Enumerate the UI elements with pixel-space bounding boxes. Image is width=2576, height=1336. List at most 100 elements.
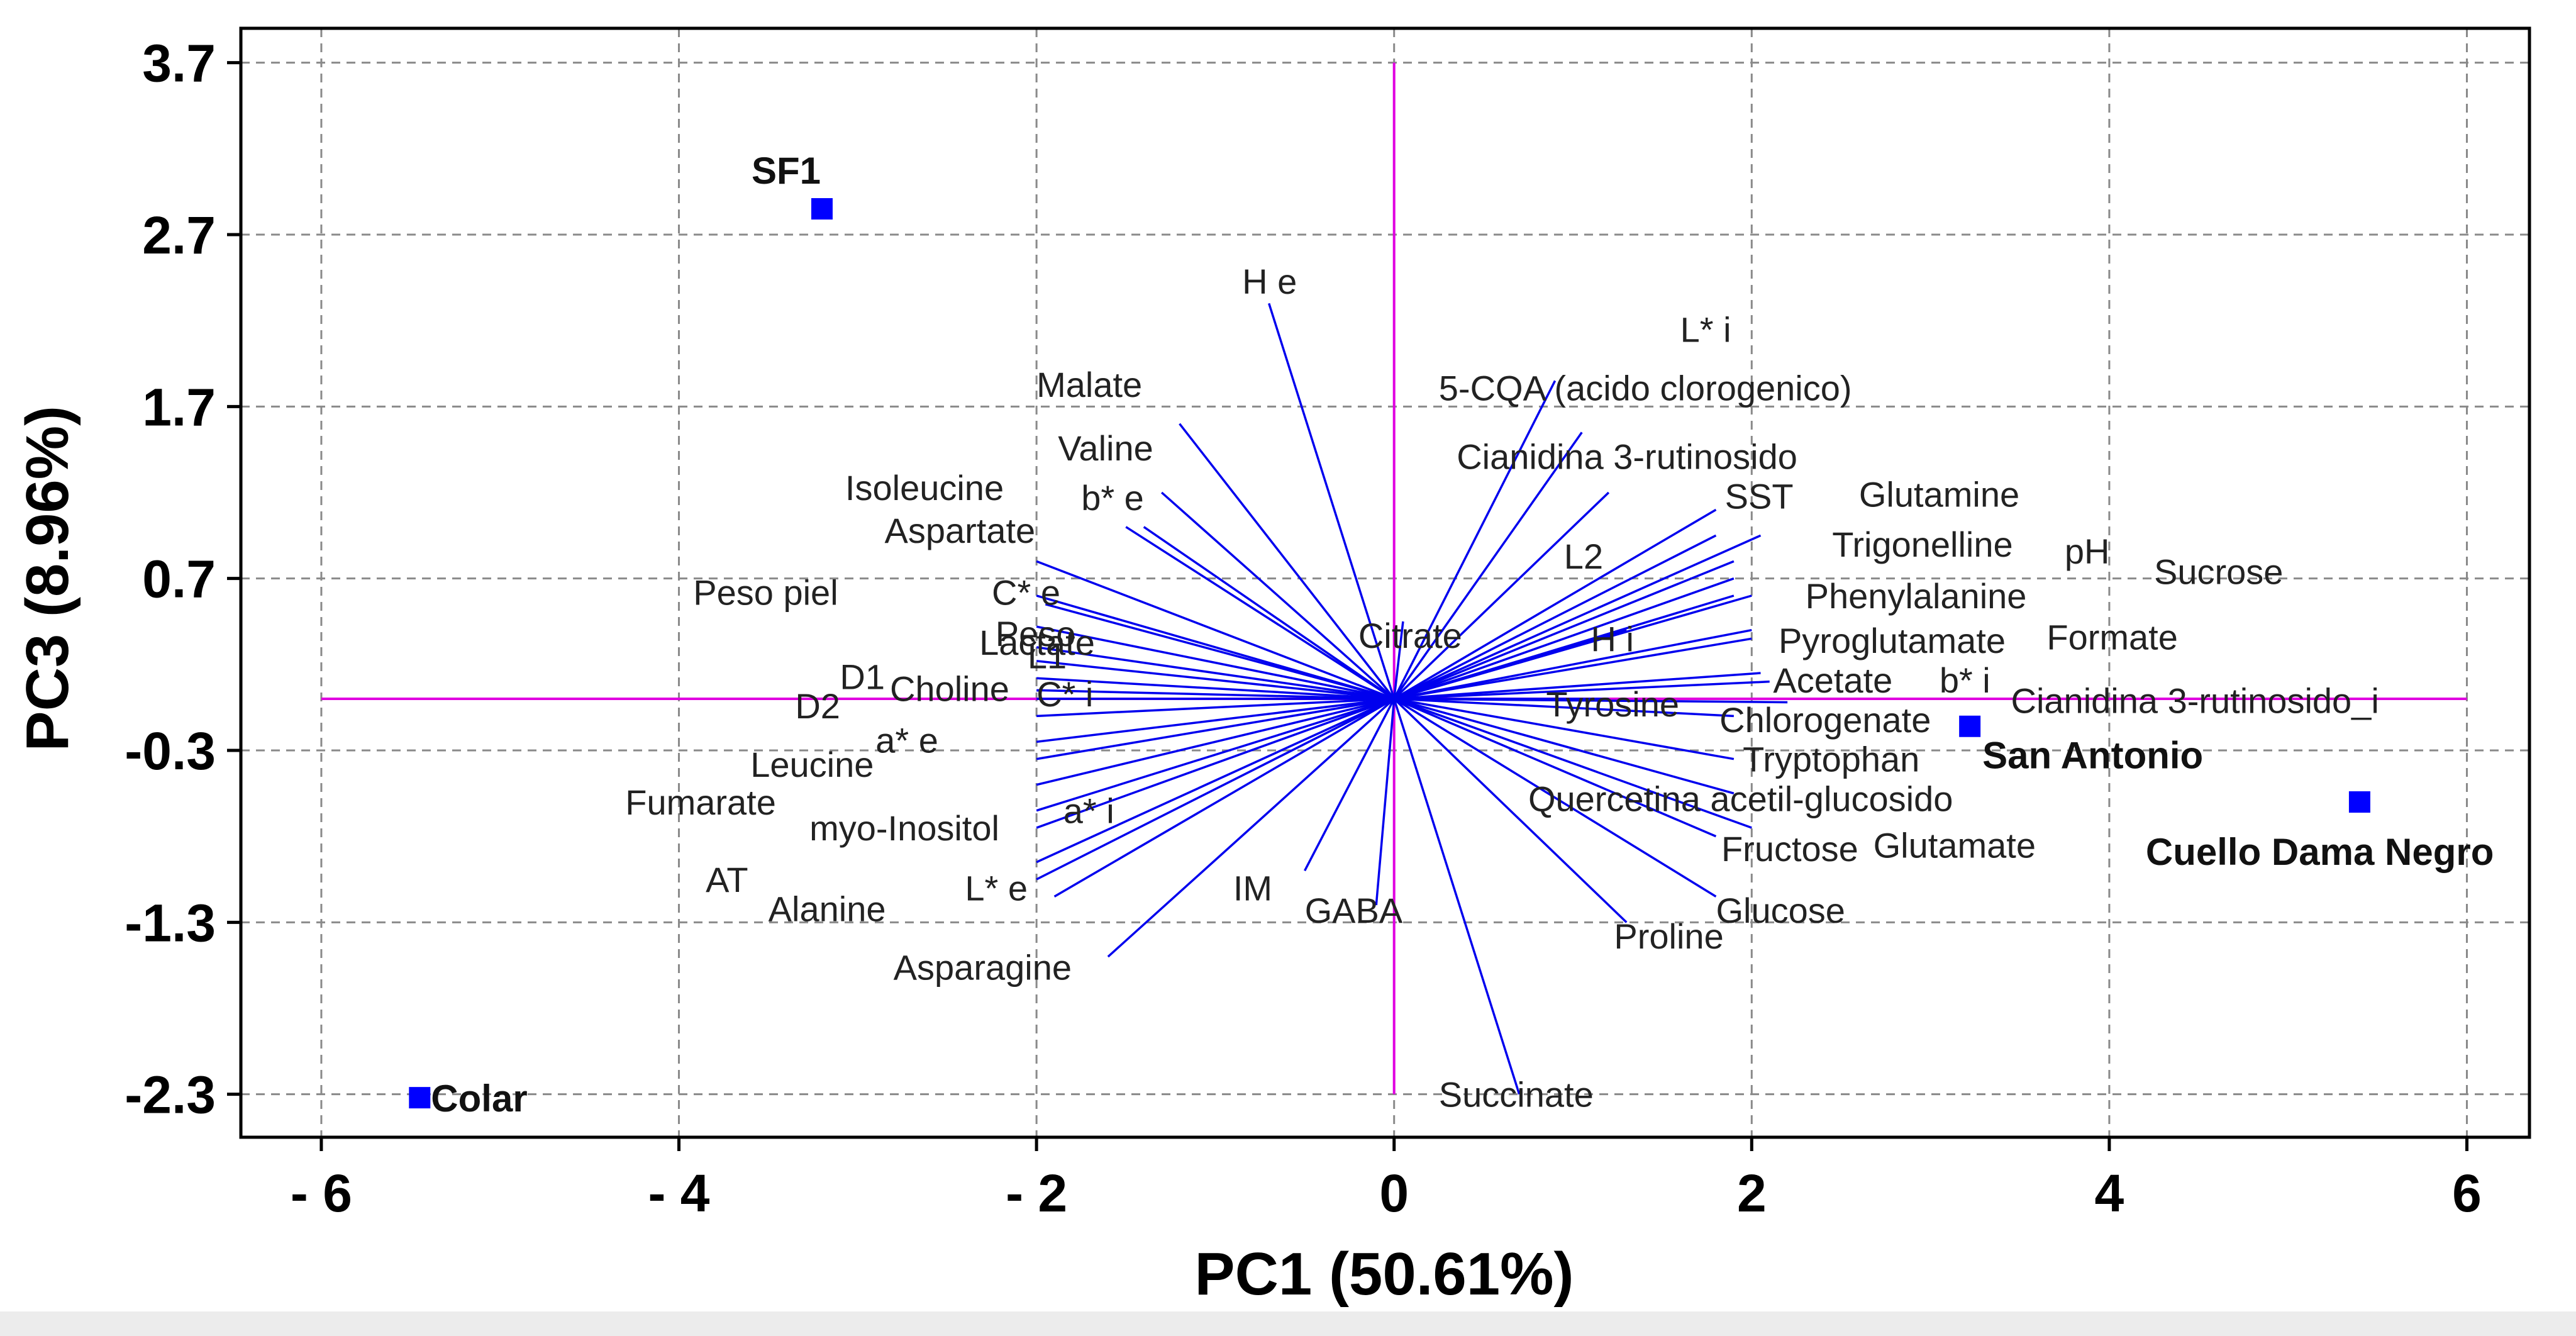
x-tick-label: 4: [2095, 1164, 2124, 1223]
loading-vector: [1036, 698, 1394, 743]
variable-label: L1: [1028, 637, 1067, 676]
loading-vector: [1393, 508, 1717, 700]
loading-vector: [1143, 526, 1395, 700]
loading-vector: [1304, 698, 1396, 872]
observation-label: San Antonio: [1982, 735, 2203, 777]
x-tick-label: - 2: [1006, 1164, 1067, 1223]
variable-label: H e: [1242, 262, 1297, 301]
variable-label: Leucine: [750, 745, 874, 784]
loading-vector: [1160, 491, 1395, 700]
y-tick-label: -2.3: [125, 1066, 216, 1125]
variable-label: GABA: [1305, 891, 1403, 930]
variable-label: Citrate: [1358, 616, 1462, 655]
loading-vector: [1036, 698, 1395, 760]
loading-vector: [1394, 672, 1761, 700]
variable-label: Quercetina acetil-glucosido: [1528, 779, 1953, 819]
loading-vector: [1053, 698, 1395, 898]
x-tick-label: 2: [1737, 1164, 1767, 1223]
variable-label: myo-Inositol: [809, 808, 999, 848]
variable-label: Glutamate: [1874, 825, 2036, 865]
x-tick-label: 0: [1379, 1164, 1409, 1223]
loading-vector: [1394, 628, 1627, 700]
loading-vector: [1036, 560, 1395, 700]
observation-marker: [811, 198, 833, 220]
variable-label: AT: [706, 860, 748, 899]
y-tick-label: 1.7: [142, 377, 216, 437]
loading-vector: [1394, 637, 1752, 700]
loading-vector: [1393, 534, 1717, 700]
loading-vector: [1394, 698, 1735, 760]
variable-label: Formate: [2046, 618, 2178, 657]
y-tick-label: -1.3: [125, 893, 216, 952]
loading-vector: [1045, 603, 1395, 700]
observation-label: Cuello Dama Negro: [2146, 831, 2494, 873]
variable-label: L2: [1564, 537, 1603, 576]
loading-vector: [1394, 698, 1735, 795]
loading-vector: [1393, 431, 1583, 700]
variable-label: L* e: [965, 869, 1028, 908]
variable-label: Choline: [890, 669, 1009, 709]
variable-label: Malate: [1036, 365, 1142, 404]
loading-vector: [1036, 698, 1395, 786]
variable-label: Tryptophan: [1743, 740, 1919, 779]
loading-vector: [1036, 698, 1395, 864]
variable-label: C* e: [992, 573, 1060, 613]
variable-label: H i: [1591, 619, 1633, 659]
loading-vectors: [1036, 303, 1788, 1095]
x-axis-title: PC1 (50.61%): [1195, 1240, 1574, 1308]
variable-label: IM: [1233, 869, 1272, 908]
variable-labels: H e L* i Malate 5-CQA (acido clorogenico) Va…: [625, 262, 2379, 1115]
observation-label: SF1: [752, 150, 821, 192]
variable-label: Pyroglutamate: [1779, 621, 2006, 660]
variable-label: Succinate: [1439, 1075, 1594, 1115]
variable-label: Asparagine: [894, 947, 1072, 987]
variable-label: Fumarate: [625, 782, 776, 822]
variable-label: Isoleucine: [845, 468, 1004, 508]
variable-label: a* e: [875, 721, 938, 760]
variable-label: Fructose: [1721, 829, 1858, 869]
variable-label: Valine: [1058, 428, 1153, 468]
variable-label: SST: [1725, 476, 1794, 516]
variable-label: Chlorogenate: [1719, 700, 1931, 740]
y-tick-label: 3.7: [142, 34, 216, 93]
loading-vector: [1107, 698, 1395, 958]
loading-vector: [1393, 491, 1610, 700]
loading-vector: [1268, 303, 1396, 699]
loading-vector: [1036, 698, 1395, 829]
observations: SF1 Colar San Antonio Cuello Dama Negro: [409, 150, 2494, 1120]
plot-frame: [239, 26, 2531, 1139]
loading-vector: [1036, 660, 1394, 700]
y-axis-title: PC3 (8.96%): [14, 406, 81, 752]
loading-vector: [1179, 423, 1396, 700]
loading-vector: [1125, 526, 1395, 700]
variable-label: Proline: [1614, 916, 1723, 956]
loading-vector: [1394, 534, 1762, 700]
variable-label: D2: [795, 686, 840, 726]
loading-vector: [1036, 625, 1395, 700]
loading-vector: [1394, 698, 1717, 838]
loading-vector: [1393, 698, 1717, 898]
loading-vector: [1036, 689, 1394, 700]
x-tick-label: - 4: [648, 1164, 710, 1223]
loading-vector: [1375, 698, 1396, 906]
loading-vector: [1393, 380, 1557, 699]
variable-label: Lactate: [979, 623, 1095, 662]
variable-label: Peso: [996, 614, 1076, 654]
loading-vector: [1394, 698, 1752, 829]
variable-label: b* e: [1081, 478, 1144, 518]
variable-label: a* i: [1063, 791, 1114, 831]
variable-label: Acetate: [1773, 660, 1892, 700]
loading-vector: [1394, 577, 1735, 700]
y-tick-label: 0.7: [142, 550, 216, 609]
loading-vector: [1394, 560, 1735, 700]
loading-vector: [1036, 646, 1394, 700]
variable-label: Trigonelline: [1832, 525, 2012, 564]
loading-vector: [1393, 698, 1628, 923]
variable-label: pH: [2065, 532, 2110, 571]
x-tick-label: - 6: [291, 1164, 352, 1223]
variable-label: Cianidina 3-rutinosido_i: [2011, 681, 2379, 721]
variable-label: Tyrosine: [1546, 684, 1679, 724]
loading-vector: [1036, 677, 1394, 700]
variable-label: Glucose: [1716, 891, 1845, 930]
